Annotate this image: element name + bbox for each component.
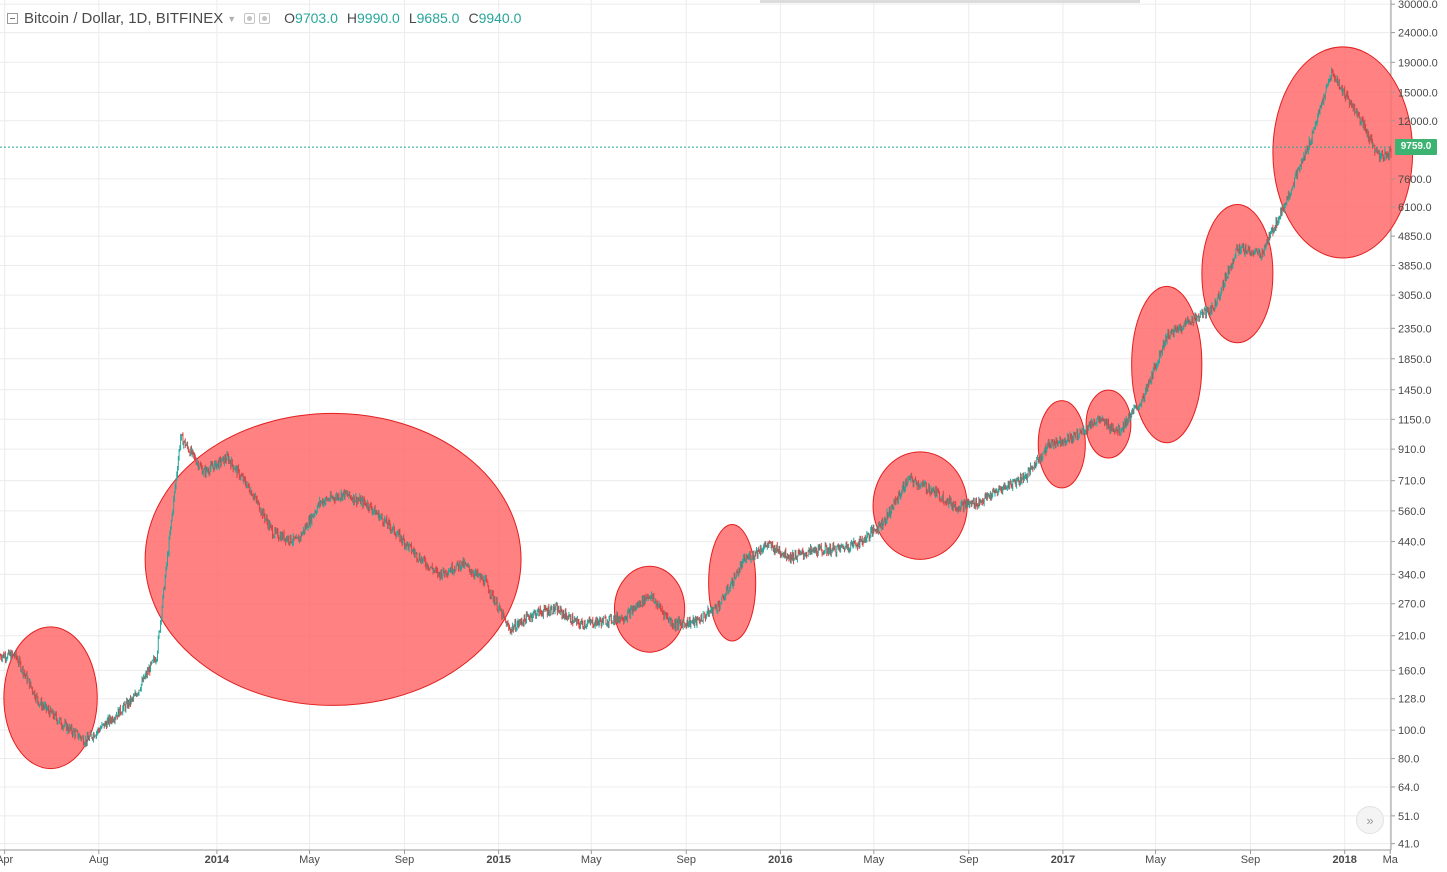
ohlc-low: L9685.0 — [408, 10, 460, 26]
chart-header: Bitcoin / Dollar, 1D, BITFINEX ▼ O9703.0… — [0, 0, 521, 36]
x-tick-label: May — [581, 854, 602, 866]
y-tick-label: 1850.0 — [1398, 354, 1432, 366]
highlight-circle — [613, 565, 686, 653]
y-tick-label: 30000.0 — [1398, 0, 1438, 11]
y-tick-label: 7600.0 — [1398, 174, 1432, 186]
y-tick-label: 41.0 — [1398, 839, 1419, 851]
x-tick-label: 2016 — [768, 854, 792, 866]
x-tick-label: Ma — [1383, 854, 1399, 866]
top-toolbar-edge — [760, 0, 1140, 3]
ohlc-values: O9703.0 H9990.0 L9685.0 C9940.0 — [284, 10, 521, 26]
y-axis[interactable]: 30000.0 24000.0 19000.0 15000.0 12000.0 7600.… — [1391, 0, 1438, 851]
x-tick-label: Sep — [676, 854, 696, 866]
x-axis[interactable]: Apr Aug 2014 May Sep 2015 May Sep 2016 May Sep 2017… — [0, 850, 1399, 866]
y-tick-label: 6100.0 — [1398, 202, 1432, 214]
highlight-circle — [3, 626, 98, 770]
x-tick-label: May — [299, 854, 320, 866]
x-tick-label: 2015 — [486, 854, 510, 866]
x-tick-label: Sep — [395, 854, 415, 866]
y-tick-label: 210.0 — [1398, 631, 1426, 643]
x-tick-label: Sep — [959, 854, 979, 866]
y-tick-label: 1150.0 — [1398, 414, 1431, 426]
y-tick-label: 51.0 — [1398, 811, 1419, 823]
y-tick-label: 440.0 — [1398, 537, 1426, 549]
ohlc-open: O9703.0 — [284, 10, 338, 26]
y-tick-label: 160.0 — [1398, 665, 1426, 677]
x-tick-label: 2018 — [1332, 854, 1356, 866]
x-tick-label: Sep — [1241, 854, 1261, 866]
x-tick-label: 2014 — [205, 854, 230, 866]
highlight-circle — [1272, 46, 1414, 259]
x-tick-label: May — [863, 854, 884, 866]
y-tick-label: 19000.0 — [1398, 57, 1438, 69]
y-tick-label: 4850.0 — [1398, 231, 1432, 243]
y-tick-label: 340.0 — [1398, 569, 1426, 581]
x-tick-label: May — [1145, 854, 1166, 866]
current-price-label: 9759.0 — [1395, 139, 1437, 156]
settings-icon[interactable] — [259, 12, 271, 24]
x-tick-label: Aug — [89, 854, 109, 866]
y-tick-label: 2350.0 — [1398, 323, 1432, 335]
x-tick-label: 2017 — [1051, 854, 1075, 866]
y-tick-label: 560.0 — [1398, 506, 1426, 518]
x-tick-label: Apr — [0, 854, 14, 866]
y-tick-label: 910.0 — [1398, 444, 1426, 456]
highlight-circle — [1131, 285, 1203, 444]
highlight-circle — [1201, 204, 1274, 344]
y-tick-label: 15000.0 — [1398, 87, 1438, 99]
highlight-circle — [144, 412, 522, 706]
y-tick-label: 270.0 — [1398, 599, 1426, 611]
collapse-icon[interactable] — [7, 12, 18, 24]
ohlc-close: C9940.0 — [468, 10, 522, 26]
y-tick-label: 1450.0 — [1398, 385, 1432, 397]
chevron-down-icon[interactable]: ▼ — [227, 14, 237, 24]
y-tick-label: 100.0 — [1398, 725, 1426, 737]
price-series — [0, 67, 1392, 748]
y-tick-label: 128.0 — [1398, 694, 1426, 706]
y-tick-label: 3050.0 — [1398, 290, 1432, 302]
symbol-title[interactable]: Bitcoin / Dollar, 1D, BITFINEX — [24, 9, 224, 27]
y-tick-label: 3850.0 — [1398, 260, 1432, 272]
y-tick-label: 64.0 — [1398, 782, 1419, 794]
y-tick-label: 24000.0 — [1398, 28, 1438, 40]
scroll-to-realtime-button[interactable]: » — [1356, 806, 1384, 834]
y-tick-label: 12000.0 — [1398, 116, 1438, 128]
y-tick-label: 80.0 — [1398, 754, 1419, 766]
highlight-circles — [3, 46, 1414, 770]
ohlc-high: H9990.0 — [346, 10, 400, 26]
y-tick-label: 710.0 — [1398, 476, 1426, 488]
visibility-icon[interactable] — [244, 12, 256, 24]
